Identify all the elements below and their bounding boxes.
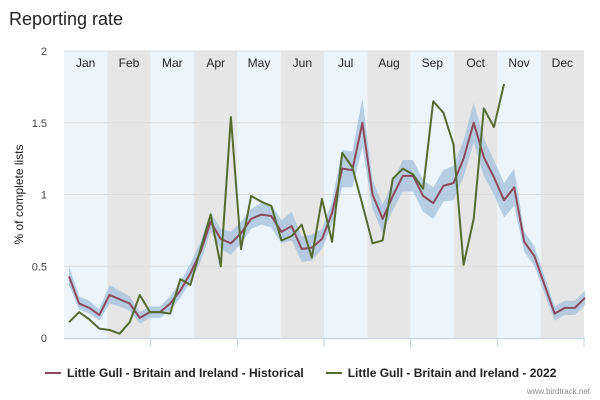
legend-label-2022: Little Gull - Britain and Ireland - 2022 xyxy=(347,366,557,380)
month-label-oct: Oct xyxy=(466,56,485,70)
y-tick-label: 0.5 xyxy=(32,261,47,273)
month-label-sep: Sep xyxy=(422,56,444,70)
chart-title: Reporting rate xyxy=(9,9,124,29)
legend-item-2022[interactable]: Little Gull - Britain and Ireland - 2022 xyxy=(325,366,557,380)
y-tick-label: 1.5 xyxy=(32,118,47,130)
y-tick-label: 0 xyxy=(41,333,47,345)
month-label-jan: Jan xyxy=(76,56,95,70)
credit-link[interactable]: www.birdtrack.net xyxy=(526,387,590,396)
y-axis-label: % of complete lists xyxy=(12,144,26,244)
month-label-nov: Nov xyxy=(508,56,529,70)
month-label-dec: Dec xyxy=(552,56,573,70)
month-label-mar: Mar xyxy=(162,56,183,70)
month-label-feb: Feb xyxy=(119,56,140,70)
historical-confidence-band xyxy=(69,98,585,324)
month-label-aug: Aug xyxy=(378,56,399,70)
legend-label-historical: Little Gull - Britain and Ireland - Hist… xyxy=(67,366,304,380)
legend: Little Gull - Britain and Ireland - Hist… xyxy=(45,366,556,380)
month-label-jun: Jun xyxy=(293,56,312,70)
y-tick-label: 2 xyxy=(41,46,47,58)
month-label-jul: Jul xyxy=(338,56,353,70)
y-tick-label: 1 xyxy=(41,190,47,202)
month-label-apr: Apr xyxy=(206,56,225,70)
month-label-may: May xyxy=(248,56,271,70)
legend-swatch-historical xyxy=(45,372,61,374)
line-2022 xyxy=(68,83,506,335)
legend-item-historical[interactable]: Little Gull - Britain and Ireland - Hist… xyxy=(45,366,304,380)
legend-swatch-2022 xyxy=(325,372,342,374)
